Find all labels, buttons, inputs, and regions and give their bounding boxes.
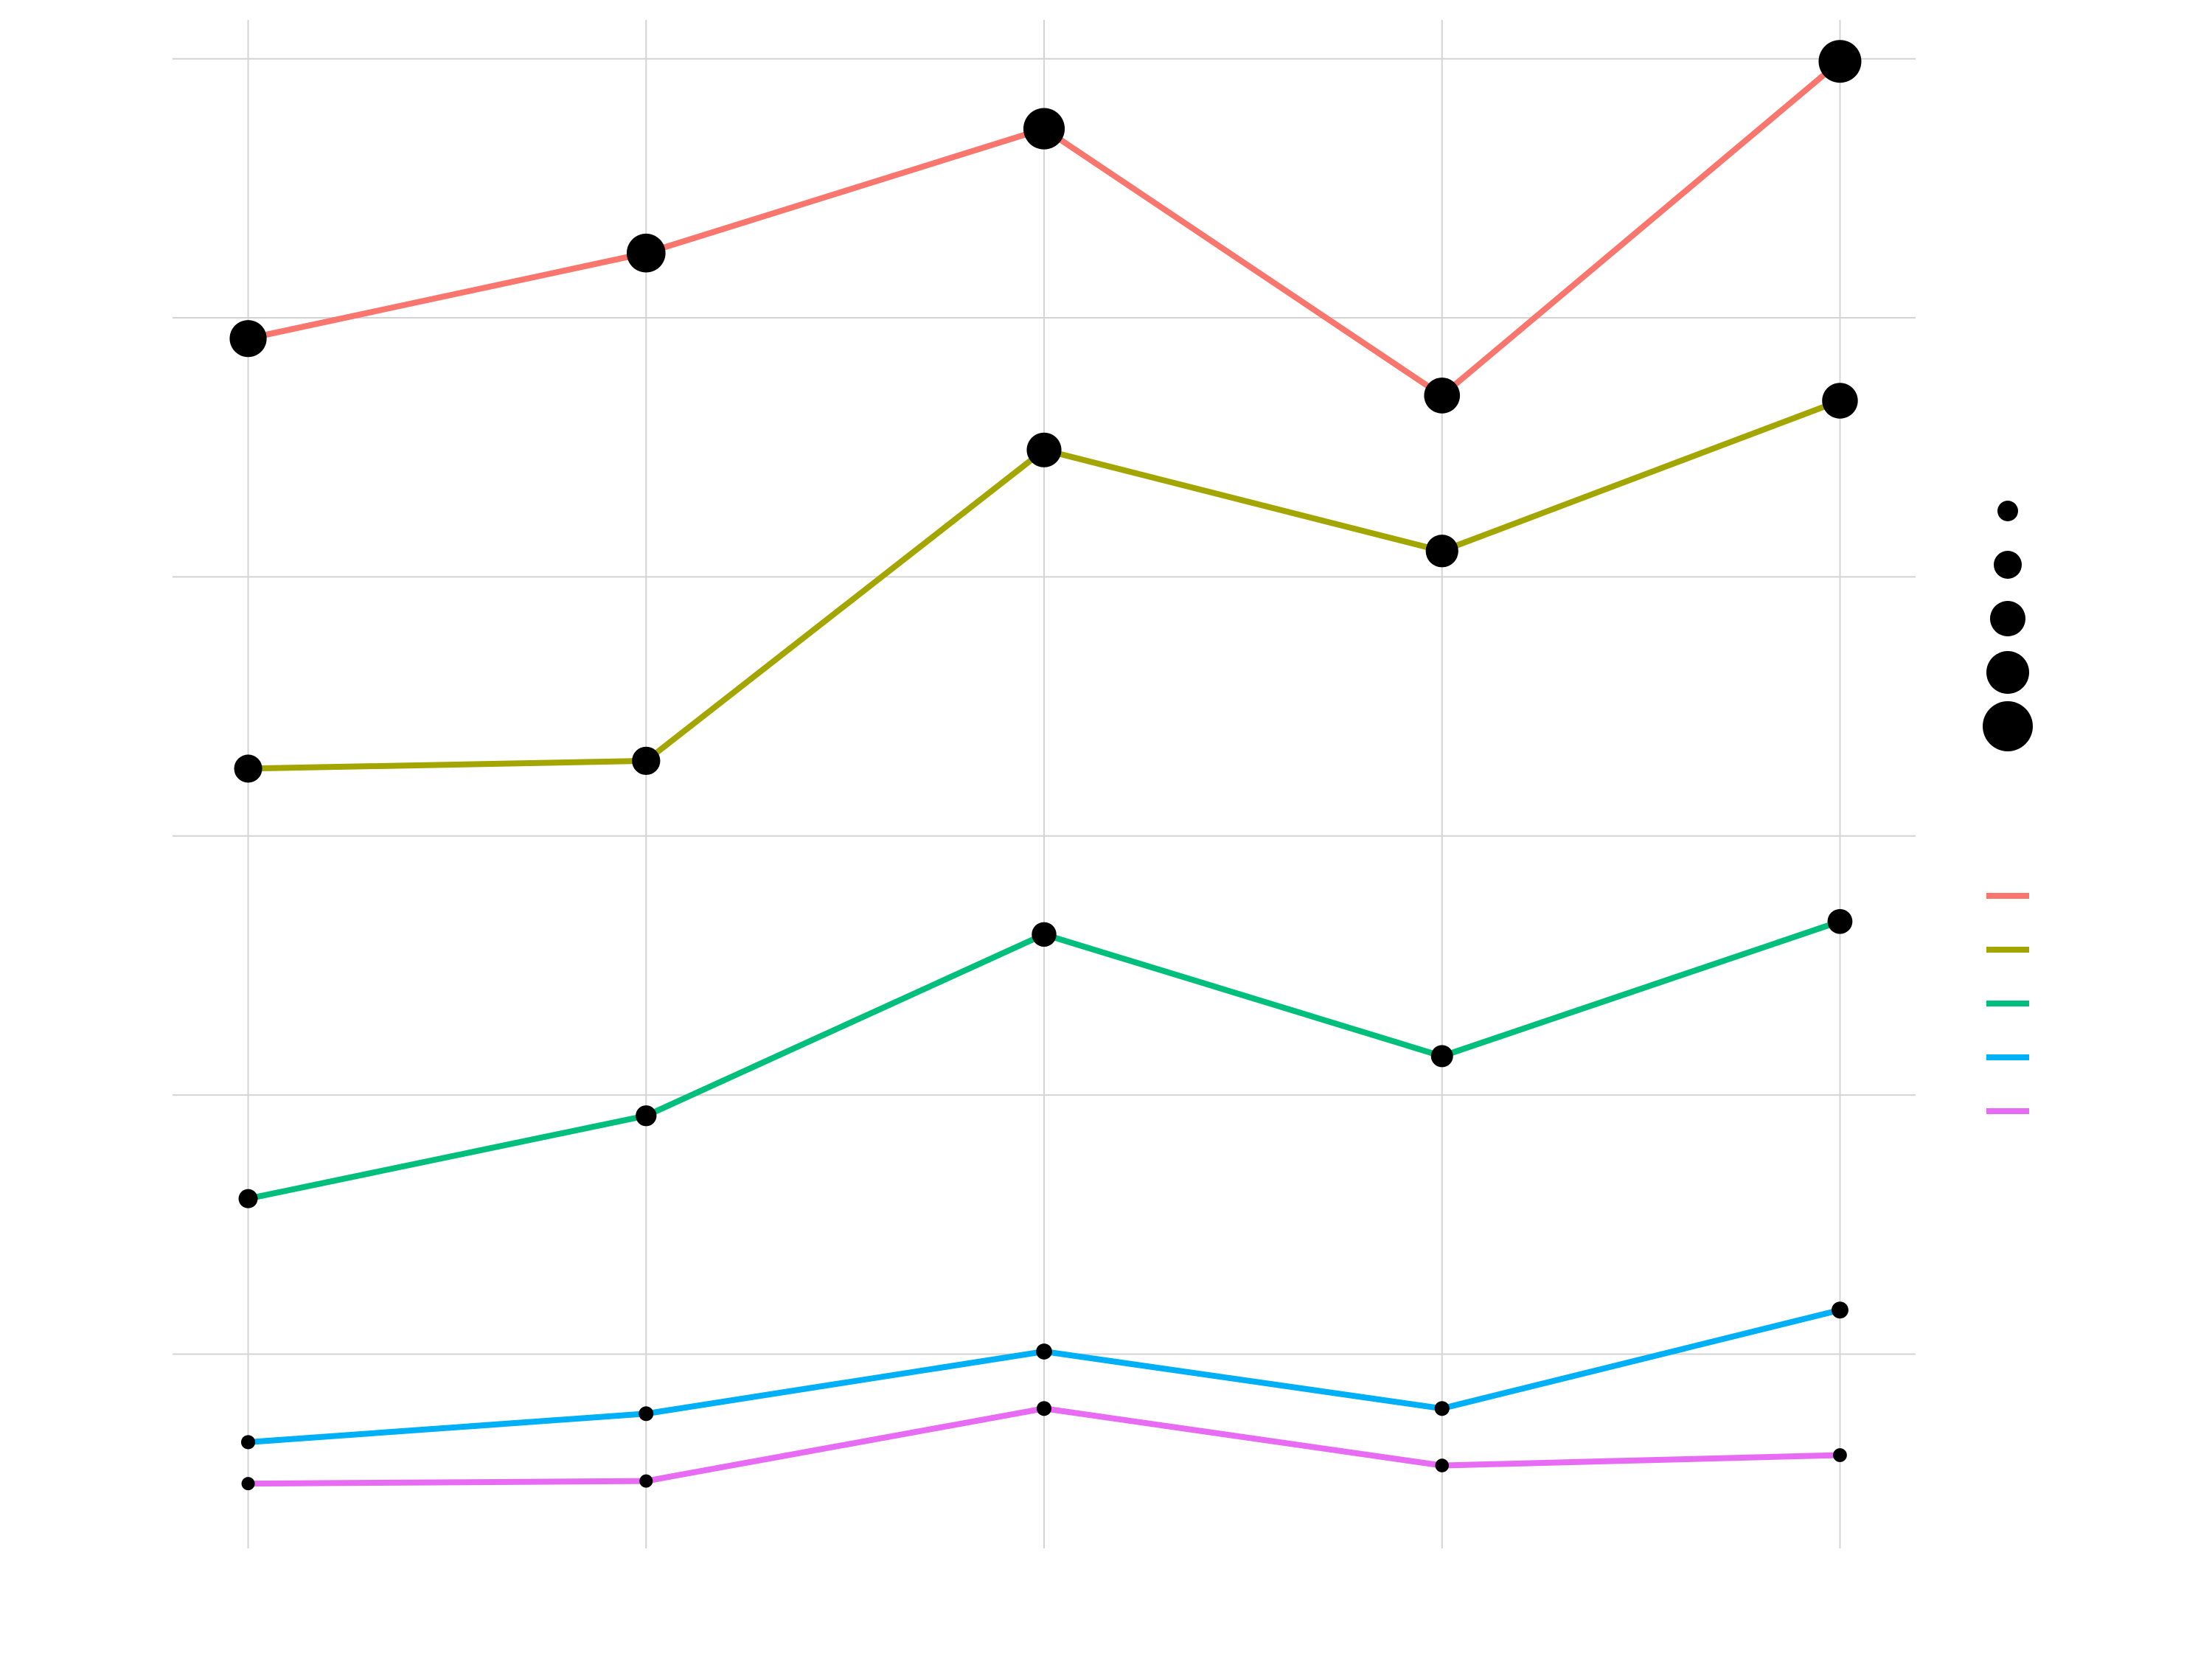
series-3-point-2 — [636, 1105, 657, 1127]
size-legend-key-5 — [1983, 701, 2033, 751]
size-legend-key-4 — [1986, 651, 2029, 694]
series-3-point-5 — [1827, 908, 1853, 934]
grid-layer — [173, 20, 1916, 1548]
series-5-point-1 — [241, 1477, 255, 1491]
series-5-point-4 — [1435, 1458, 1449, 1472]
series-3-point-4 — [1430, 1045, 1453, 1068]
points-layer — [229, 40, 1862, 1491]
series-4-point-5 — [1832, 1301, 1848, 1319]
series-2-point-5 — [1822, 383, 1858, 419]
size-legend — [1983, 501, 2033, 751]
series-2-point-2 — [632, 746, 661, 776]
series-5-point-2 — [639, 1474, 653, 1488]
series-2-point-4 — [1425, 535, 1458, 568]
size-legend-key-1 — [1997, 501, 2018, 521]
size-legend-key-3 — [1990, 601, 2025, 636]
series-4-point-4 — [1434, 1401, 1450, 1416]
series-2-point-3 — [1026, 432, 1062, 467]
series-1-point-4 — [1424, 378, 1461, 414]
series-5-point-5 — [1833, 1448, 1847, 1462]
color-legend — [1986, 893, 2029, 1114]
series-1-point-1 — [229, 320, 267, 358]
size-legend-key-2 — [1994, 551, 2022, 579]
series-1-point-2 — [626, 233, 666, 273]
series-1-point-3 — [1023, 108, 1065, 150]
series-4-point-1 — [240, 1435, 256, 1450]
series-4-point-3 — [1036, 1343, 1052, 1360]
series-1-point-5 — [1818, 40, 1862, 83]
series-4-point-2 — [639, 1406, 654, 1422]
series-3-point-3 — [1032, 922, 1057, 947]
series-3-point-1 — [238, 1189, 258, 1208]
series-5-point-3 — [1036, 1401, 1052, 1416]
series-2-point-1 — [234, 754, 262, 783]
